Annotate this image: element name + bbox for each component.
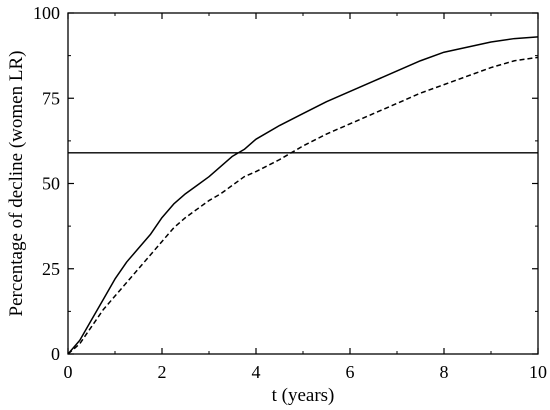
x-tick-label: 8 <box>440 362 449 382</box>
series-line-solid <box>67 36 539 355</box>
x-tick-label: 2 <box>158 362 167 382</box>
y-tick-label: 0 <box>51 344 60 364</box>
series-layer <box>67 36 539 355</box>
x-tick-label: 10 <box>529 362 547 382</box>
series-line-dashed <box>67 56 539 355</box>
x-tick-label: 4 <box>252 362 261 382</box>
x-axis-label: t (years) <box>272 385 335 406</box>
x-tick-label: 6 <box>346 362 355 382</box>
y-axis-label: Percentage of decline (women LR) <box>6 51 27 317</box>
y-tick-label: 25 <box>42 259 60 279</box>
y-tick-label: 50 <box>42 174 60 194</box>
plot-frame <box>67 12 539 355</box>
y-tick-label: 75 <box>42 88 60 108</box>
y-tick-label: 100 <box>33 3 60 23</box>
x-tick-label: 0 <box>64 362 73 382</box>
